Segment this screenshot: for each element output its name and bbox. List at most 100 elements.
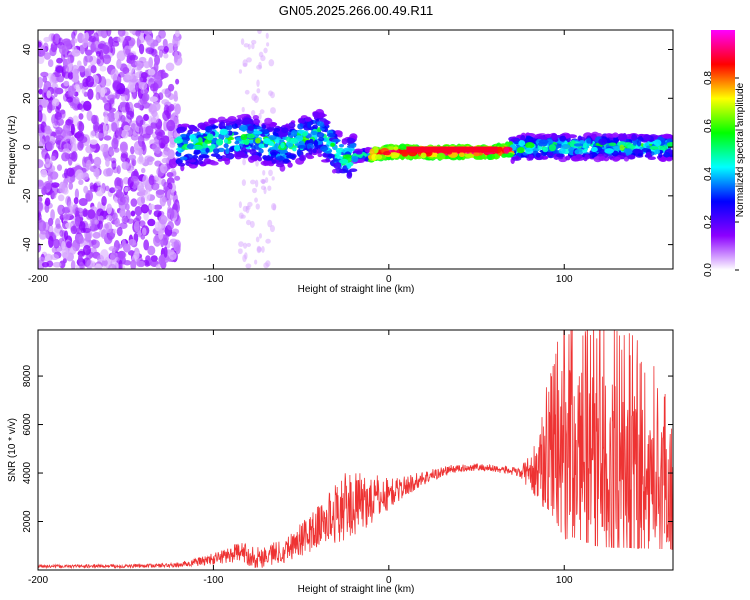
spectrogram-cell [342,154,353,159]
spectrogram-cell [176,153,182,157]
spectrogram-cell [53,86,59,98]
spectrogram-y-label: Frequency (Hz) [7,116,18,185]
spectrogram-cell [238,69,243,74]
spectrogram-cell [180,133,188,138]
spectrogram-cell [242,158,246,166]
spectrogram-cell [239,124,248,132]
spectrogram-cell [158,254,166,267]
spectrogram-cell [346,137,356,144]
spectrogram-cell [130,123,137,133]
spectrogram-cell [86,159,92,170]
spectrogram-cell [240,133,248,141]
spectrogram-cell [210,125,219,129]
spectrogram-cell [38,76,43,89]
spectrogram-cell [128,154,137,161]
spectrogram-cell [247,201,253,207]
spectrogram-cell [89,130,96,138]
spectrogram-cell [179,156,188,161]
spectrogram-cell [102,97,107,104]
spectrogram-cell [120,129,129,139]
spectrogram-cell [104,143,109,149]
colorbar-tick-label: 0.8 [703,71,714,85]
spectrogram-cell [41,261,50,268]
spectrogram-y-tick-label: 0 [22,144,33,150]
spectrogram-cell [122,66,130,75]
spectrogram-cell [43,52,51,60]
spectrogram-cell [83,185,89,194]
spectrogram-cell [246,57,252,63]
spectrogram-cell [57,204,64,215]
spectrogram-cell [172,36,179,48]
spectrogram-cell [250,154,260,161]
spectrogram-cell [56,164,63,171]
spectrogram-cell [63,230,69,241]
spectrogram-cell [48,235,54,248]
spectrogram-cell [349,142,357,149]
spectrogram-cell [119,143,128,153]
spectrogram-cell [158,228,164,240]
spectrogram-cell [78,179,84,186]
spectrogram-cell [59,109,66,115]
spectrogram-cell [38,110,43,123]
spectrogram-cell [596,133,602,137]
spectrogram-cell [72,68,79,81]
spectrogram-cell [155,189,165,199]
spectrogram-cell [257,30,262,34]
spectrogram-cell [144,189,151,202]
spectrogram-cell [193,149,201,155]
spectrogram-cell [298,118,306,124]
spectrogram-cell [59,229,64,237]
spectrogram-cell [101,259,108,267]
spectrogram-cell [177,162,186,167]
spectrogram-cell [74,216,81,227]
spectrogram-cell [88,35,97,43]
spectrogram-cell [255,137,261,144]
spectrogram-y-tick-label: -40 [22,237,33,252]
spectrogram-cell [112,80,121,91]
spectrogram-cell [614,156,621,161]
spectrogram-cell [244,89,250,95]
spectrogram-cell [38,88,43,95]
spectrogram-cell [50,253,59,261]
spectrogram-cell [313,139,318,146]
spectrogram-y-tick-label: 40 [22,44,33,56]
spectrogram-cell [57,194,65,202]
spectrogram-cell [55,65,64,74]
spectrogram-cell [102,123,108,134]
spectrogram-cell [68,182,74,190]
spectrogram-cell [100,229,108,240]
spectrogram-cell [608,155,614,159]
spectrogram-cell [173,50,179,63]
spectrogram-cell [62,257,67,264]
spectrogram-cell [219,121,226,129]
spectrogram-cell [106,123,112,133]
spectrogram-cell [436,152,446,160]
spectrogram-cell [382,151,391,156]
spectrogram-cell [99,76,107,88]
spectrogram-cell [106,203,113,215]
spectrogram-cell [63,143,72,150]
spectrogram-cell [258,112,262,120]
spectrogram-cell [236,114,245,119]
spectrogram-cell [128,239,137,246]
spectrogram-cell [91,239,100,249]
spectrogram-cell [134,147,144,155]
spectrogram-cell [115,189,123,198]
spectrogram-cell [76,227,83,235]
spectrogram-cell [130,210,136,217]
spectrogram-cell [262,169,266,176]
spectrogram-cell [167,129,174,139]
spectrogram-cell [69,246,77,255]
spectrogram-cell [71,31,76,40]
spectrogram-cell [72,96,80,104]
spectrogram-cell [330,142,335,147]
spectrogram-cell [117,195,126,206]
spectrogram-cell [109,252,119,262]
spectrogram-cell [156,77,163,85]
spectrogram-cell [45,135,50,143]
spectrogram-cell [140,88,148,95]
spectrogram-cell [145,125,154,136]
spectrogram-cell [143,30,153,36]
spectrogram-cell [171,228,180,235]
spectrogram-cell [46,90,52,99]
